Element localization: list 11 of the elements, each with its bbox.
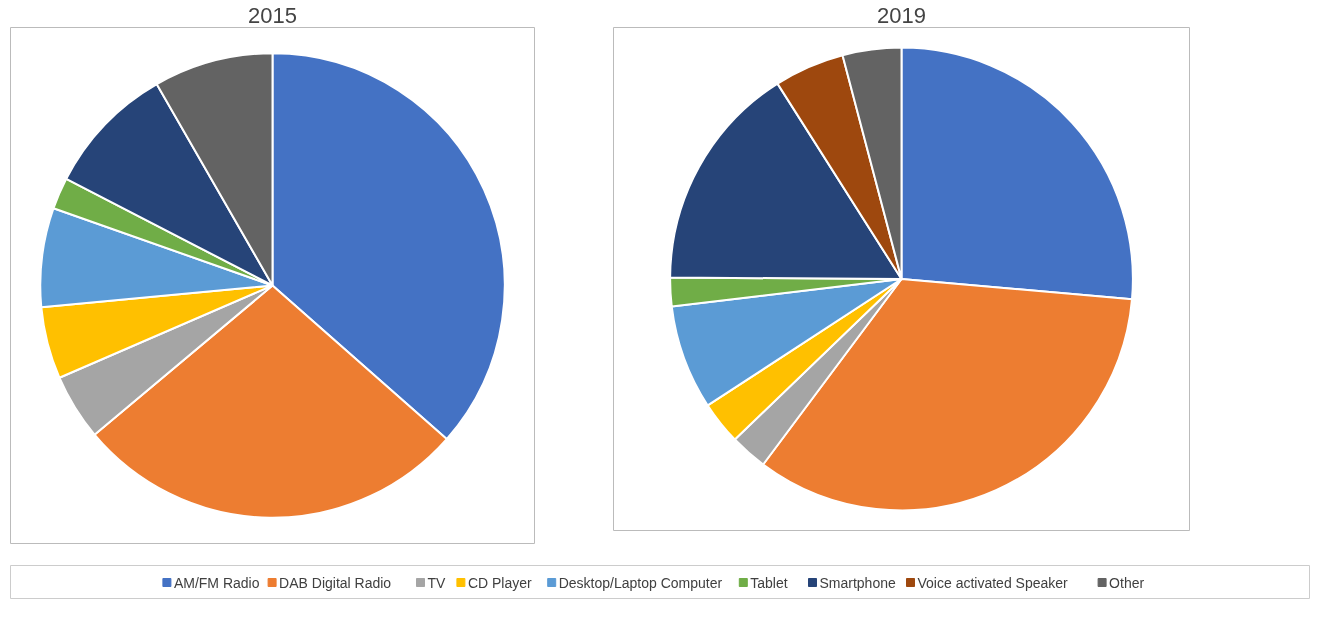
legend-label: Tablet bbox=[750, 574, 788, 591]
legend-label: CD Player bbox=[467, 574, 533, 591]
legend-label: TV bbox=[427, 574, 447, 591]
legend-label: AM/FM Radio bbox=[173, 574, 260, 591]
legend-label: Voice activated Speaker bbox=[917, 574, 1069, 591]
legend-label: Other bbox=[1109, 574, 1145, 591]
slice-label: 2015 bbox=[248, 2, 297, 28]
legend-label: Desktop/Laptop Computer bbox=[558, 574, 723, 591]
legend-label: Smartphone bbox=[819, 574, 896, 591]
slice-label: 2019 bbox=[877, 2, 926, 28]
legend-label: DAB Digital Radio bbox=[279, 574, 392, 591]
